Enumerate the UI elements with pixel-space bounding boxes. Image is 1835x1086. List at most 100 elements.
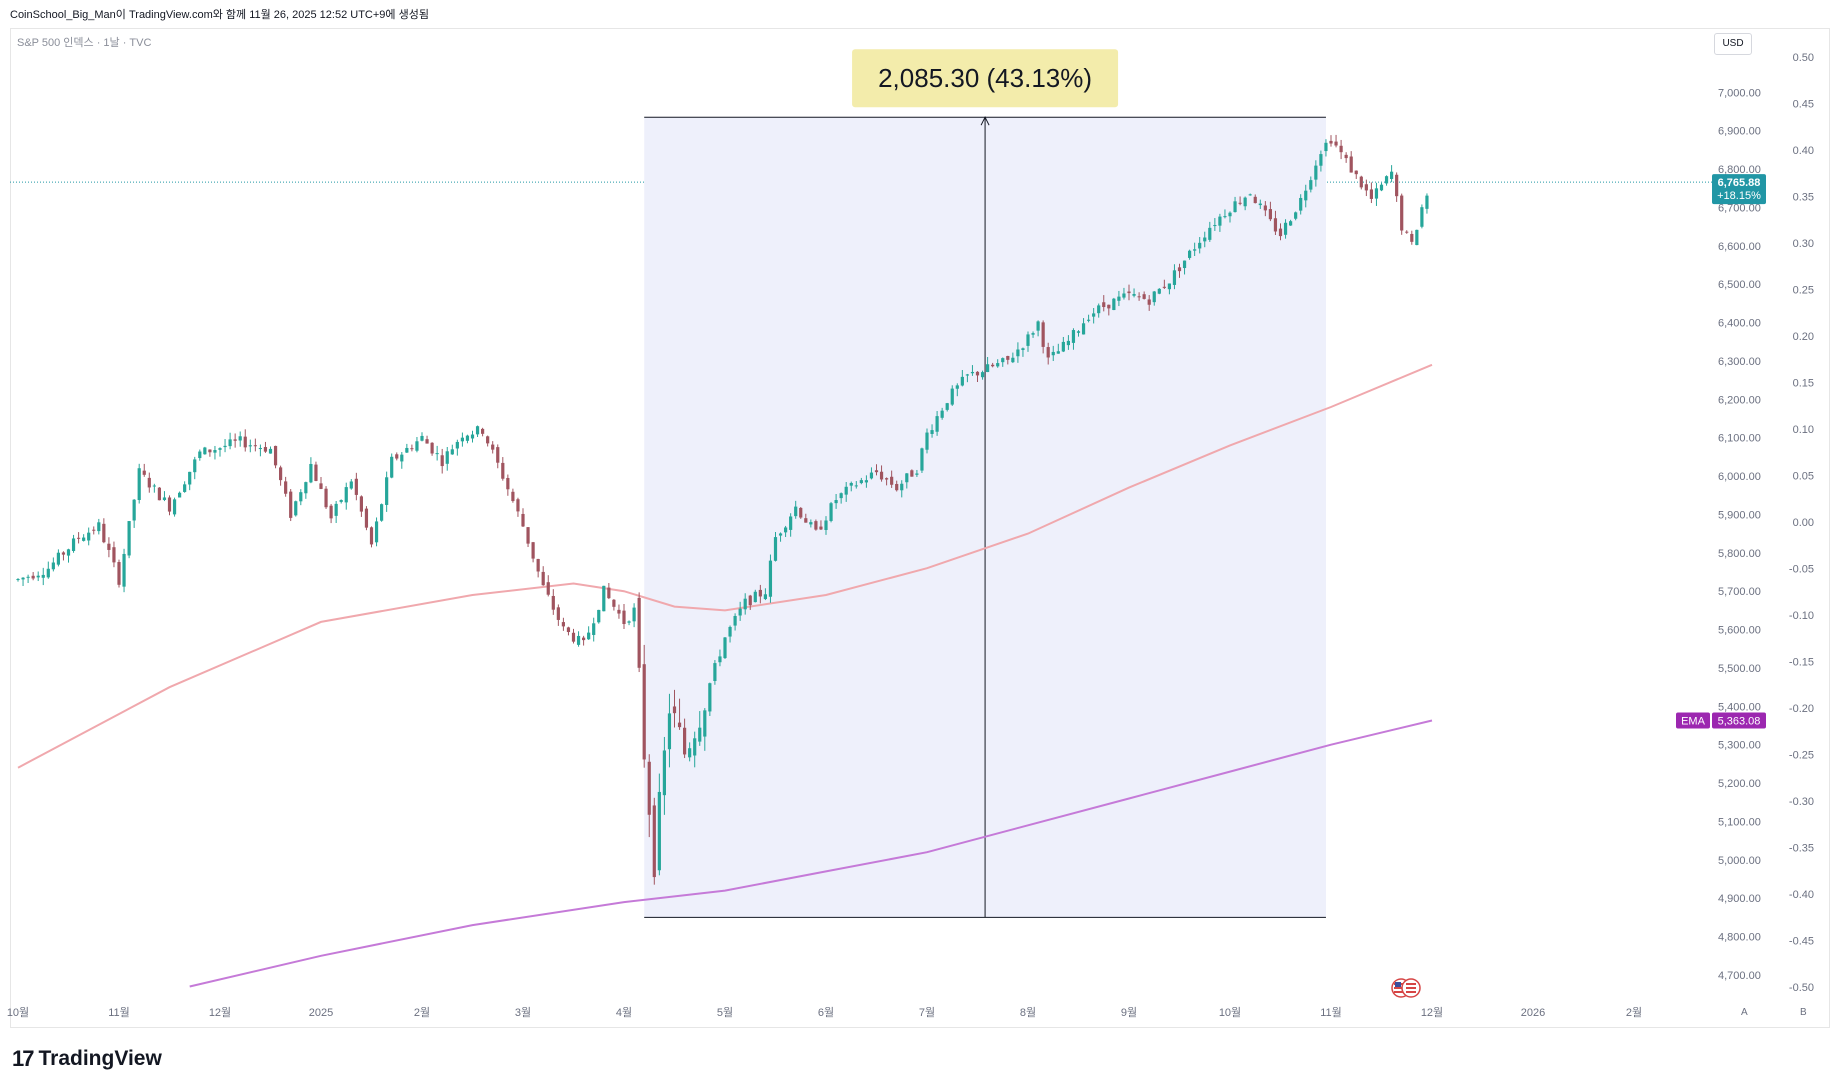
- candle-body: [1278, 228, 1283, 237]
- candle-body: [844, 486, 848, 495]
- candle-body: [430, 442, 434, 454]
- candle-body: [415, 441, 419, 451]
- measure-tool[interactable]: 2,085.30 (43.13%): [644, 49, 1326, 918]
- candle-body: [647, 761, 651, 815]
- candle-body: [854, 485, 858, 487]
- candle-body: [273, 445, 278, 466]
- percent-tick: -0.25: [1789, 750, 1814, 762]
- currency-button[interactable]: USD: [1714, 33, 1752, 55]
- percent-tick: -0.30: [1789, 796, 1814, 808]
- measure-label: 2,085.30 (43.13%): [878, 63, 1092, 93]
- candle-body: [1107, 304, 1111, 309]
- candle-body: [980, 372, 985, 378]
- candle-body: [1364, 184, 1368, 191]
- candle-body: [698, 727, 702, 742]
- price-tick: 5,000.00: [1718, 855, 1761, 867]
- candle-body: [839, 493, 843, 499]
- candle-body: [188, 471, 192, 485]
- candle-body: [1167, 283, 1171, 290]
- candle-body: [1076, 331, 1081, 333]
- candle-body: [1314, 165, 1318, 180]
- candle-body: [223, 445, 227, 448]
- candle-body: [339, 500, 343, 502]
- candle-body: [1157, 288, 1161, 294]
- candle-body: [945, 403, 949, 410]
- percent-tick: 0.10: [1793, 424, 1814, 436]
- candle-body: [258, 448, 262, 450]
- candle-body: [1092, 313, 1096, 317]
- candle-body: [71, 538, 76, 551]
- candle-body: [834, 500, 838, 504]
- candle-body: [1395, 174, 1399, 197]
- candle-body: [1263, 205, 1267, 211]
- candle-body: [526, 527, 530, 544]
- candle-body: [359, 496, 363, 512]
- candle-body: [445, 451, 449, 464]
- candle-body: [46, 568, 50, 578]
- candle-body: [1056, 351, 1060, 354]
- candle-body: [768, 560, 773, 597]
- candle-body: [435, 453, 439, 455]
- candle-body: [506, 477, 510, 490]
- candle-body: [1233, 201, 1237, 213]
- price-tick: 4,800.00: [1718, 932, 1761, 944]
- percent-tick: 0.45: [1793, 99, 1814, 111]
- percent-tick: -0.40: [1789, 889, 1814, 901]
- candle-body: [1213, 225, 1217, 227]
- price-tick: 5,200.00: [1718, 778, 1761, 790]
- price-tick: 6,000.00: [1718, 471, 1761, 483]
- price-tick: 5,600.00: [1718, 625, 1761, 637]
- time-tick: 12월: [1421, 1006, 1443, 1019]
- candle-body: [607, 587, 611, 599]
- candle-body: [16, 579, 20, 581]
- candle-body: [1122, 293, 1126, 298]
- candle-body: [364, 508, 369, 528]
- candle-body: [1011, 357, 1015, 363]
- log-scale-button[interactable]: B: [1800, 1007, 1807, 1018]
- candle-body: [354, 478, 358, 495]
- candle-body: [1243, 197, 1247, 207]
- candle-body: [925, 432, 929, 450]
- candle-body: [723, 637, 727, 659]
- percent-tick: 0.25: [1793, 285, 1814, 297]
- candle-body: [289, 491, 293, 518]
- candle-body: [960, 376, 964, 386]
- candle-body: [652, 805, 656, 878]
- ema-name-badge: [1676, 712, 1710, 729]
- candles: [16, 134, 1429, 885]
- candle-body: [794, 506, 798, 517]
- candle-body: [420, 435, 424, 441]
- candle-body: [784, 527, 788, 533]
- candle-body: [102, 523, 106, 543]
- candle-body: [683, 727, 687, 755]
- candle-body: [117, 562, 121, 585]
- candle-body: [475, 426, 480, 435]
- candle-body: [440, 455, 444, 467]
- candle-body: [677, 722, 682, 728]
- candle-body: [1410, 233, 1414, 242]
- candle-body: [385, 477, 389, 505]
- time-tick: 6월: [818, 1006, 834, 1019]
- us-flag-icon[interactable]: [1391, 978, 1421, 998]
- candle-body: [1228, 212, 1232, 217]
- candle-body: [1112, 298, 1116, 311]
- candle-body: [516, 499, 520, 512]
- chart-frame: [10, 28, 1830, 1028]
- candle-body: [349, 481, 353, 489]
- candle-body: [915, 473, 919, 475]
- candle-body: [496, 447, 500, 463]
- candle-body: [97, 522, 101, 532]
- auto-scale-button[interactable]: A: [1741, 1007, 1748, 1018]
- candle-body: [1036, 321, 1040, 331]
- candle-body: [728, 626, 732, 637]
- candle-body: [602, 585, 606, 612]
- candle-body: [486, 436, 490, 444]
- candle-body: [511, 491, 515, 502]
- measure-label-box: [852, 49, 1119, 108]
- candle-body: [455, 441, 459, 449]
- candle-body: [718, 656, 722, 663]
- measure-arrow-icon: [980, 116, 990, 126]
- candle-body: [1344, 154, 1348, 159]
- candle-body: [491, 444, 495, 450]
